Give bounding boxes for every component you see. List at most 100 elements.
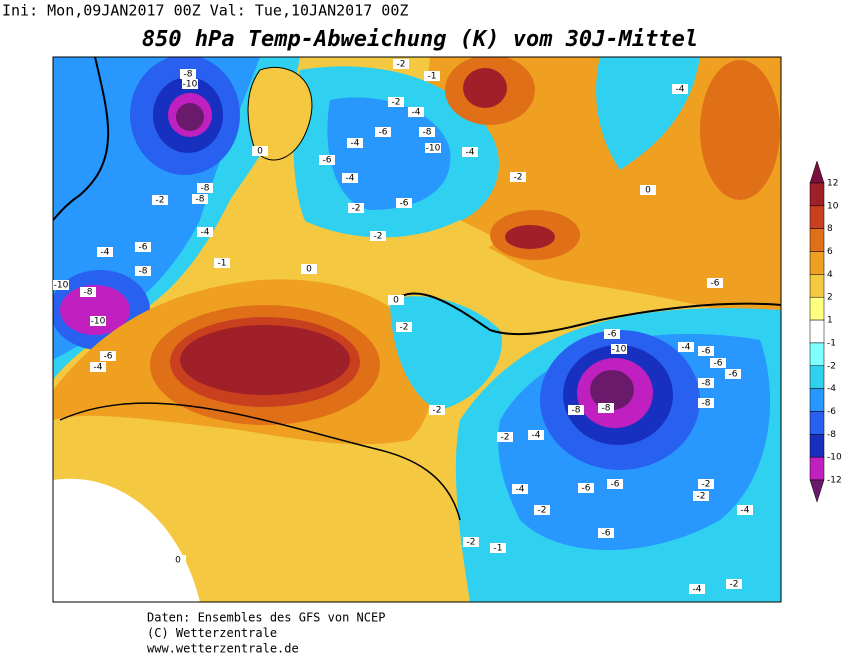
colorbar-segment: [809, 228, 825, 252]
contour-label-bg: [182, 79, 198, 89]
contour-label-bg: [375, 127, 391, 137]
contour-label-bg: [197, 183, 213, 193]
contour-labels: -8-10-8-8-2-4-1-6-4-8-10-8-10-6-4-2-1-2-…: [53, 59, 753, 595]
contour-label: -8: [196, 195, 205, 205]
contour-label-bg: [170, 555, 186, 565]
contour-label-bg: [425, 143, 441, 153]
contour-label: -8: [702, 379, 711, 389]
colorbar-segment: [809, 411, 825, 435]
footer-line: Daten: Ensembles des GFS von NCEP: [147, 611, 385, 625]
contour-label: -2: [697, 492, 706, 502]
contour-label: -2: [156, 196, 165, 206]
colorbar-label: 10: [827, 201, 839, 211]
run-info: Ini: Mon,09JAN2017 00Z Val: Tue,10JAN201…: [2, 2, 408, 20]
footer: Daten: Ensembles des GFS von NCEP(C) Wet…: [147, 611, 385, 656]
contour-label: 0: [393, 296, 399, 306]
contour-label: -6: [611, 480, 620, 490]
contour-label-bg: [510, 172, 526, 182]
contour-label: -1: [218, 259, 227, 269]
contour-label-bg: [462, 147, 478, 157]
colorbar-arrow-bottom: [809, 479, 825, 503]
contour-label: -10: [54, 281, 69, 291]
contour-label: 0: [645, 186, 651, 196]
contour-label: -6: [711, 279, 720, 289]
contour-label: -6: [729, 370, 738, 380]
contour-label: -2: [538, 506, 547, 516]
contour-label-bg: [707, 278, 723, 288]
contour-label-bg: [393, 59, 409, 69]
contour-label-bg: [152, 195, 168, 205]
colorbar-label: -10: [827, 453, 842, 463]
contour-label-bg: [419, 127, 435, 137]
contour-label-bg: [710, 358, 726, 368]
contour-label-bg: [90, 362, 106, 372]
contour-label-bg: [319, 155, 335, 165]
contour-label-bg: [568, 405, 584, 415]
colorbar-arrow-top: [809, 160, 825, 184]
contour-label-bg: [463, 537, 479, 547]
contour-label-bg: [370, 231, 386, 241]
contour-label: -4: [412, 108, 421, 118]
footer-line: www.wetterzentrale.de: [147, 642, 299, 656]
contour-label-bg: [100, 351, 116, 361]
contour-label-bg: [672, 84, 688, 94]
contour-label: -4: [532, 431, 541, 441]
contour-label-bg: [347, 138, 363, 148]
contour-label-bg: [135, 242, 151, 252]
contour-label-bg: [607, 479, 623, 489]
colorbar-segment: [809, 182, 825, 207]
contour-label: -2: [397, 60, 406, 70]
contour-label-bg: [197, 227, 213, 237]
footer-line: (C) Wetterzentrale: [147, 626, 277, 640]
contour-label: -8: [139, 267, 148, 277]
colorbar-label: 4: [827, 270, 833, 280]
contour-label: -4: [101, 248, 110, 258]
contour-label-bg: [429, 405, 445, 415]
contour-label-bg: [598, 403, 614, 413]
contour-label-bg: [396, 198, 412, 208]
contour-label-bg: [80, 287, 96, 297]
contour-label-bg: [698, 398, 714, 408]
contour-label: 0: [257, 147, 263, 157]
contour-label: -4: [682, 343, 691, 353]
contour-label-bg: [698, 479, 714, 489]
contour-label-bg: [725, 369, 741, 379]
contour-label: -6: [104, 352, 113, 362]
contour-label: -6: [139, 243, 148, 253]
contour-label: -2: [433, 406, 442, 416]
contour-label: -8: [572, 406, 581, 416]
contour-label-bg: [214, 258, 230, 268]
contour-label-bg: [611, 344, 627, 354]
colorbar-segment: [809, 434, 825, 458]
contour-label-bg: [408, 107, 424, 117]
contour-label: -4: [466, 148, 475, 158]
colorbar-segment: [809, 296, 825, 321]
colorbar-segment: [809, 274, 825, 298]
contour-label: -2: [467, 538, 476, 548]
contour-label-bg: [598, 528, 614, 538]
contour-label-bg: [396, 322, 412, 332]
contour-label-bg: [342, 173, 358, 183]
contour-label: -8: [184, 70, 193, 80]
contour-label: -2: [374, 232, 383, 242]
contour-label: -4: [693, 585, 702, 595]
title: 850 hPa Temp-Abweichung (K) vom 30J-Mitt…: [142, 27, 698, 52]
contour-label-bg: [490, 543, 506, 553]
colorbar-label: 1: [827, 316, 833, 326]
contour-label: -6: [379, 128, 388, 138]
colorbar-label: -6: [827, 407, 836, 417]
contour-label-bg: [348, 203, 364, 213]
colorbar-label: -12: [827, 476, 842, 486]
contour-label-bg: [698, 378, 714, 388]
colorbar-label: -1: [827, 338, 836, 348]
contour-label-bg: [689, 584, 705, 594]
contour-label-bg: [534, 505, 550, 515]
contour-label-bg: [388, 295, 404, 305]
contour-label: -10: [183, 80, 198, 90]
contour-label: -6: [323, 156, 332, 166]
contour-label-bg: [180, 69, 196, 79]
contour-label: -2: [702, 480, 711, 490]
contour-label: -6: [582, 484, 591, 494]
colorbar-label: 6: [827, 247, 833, 257]
